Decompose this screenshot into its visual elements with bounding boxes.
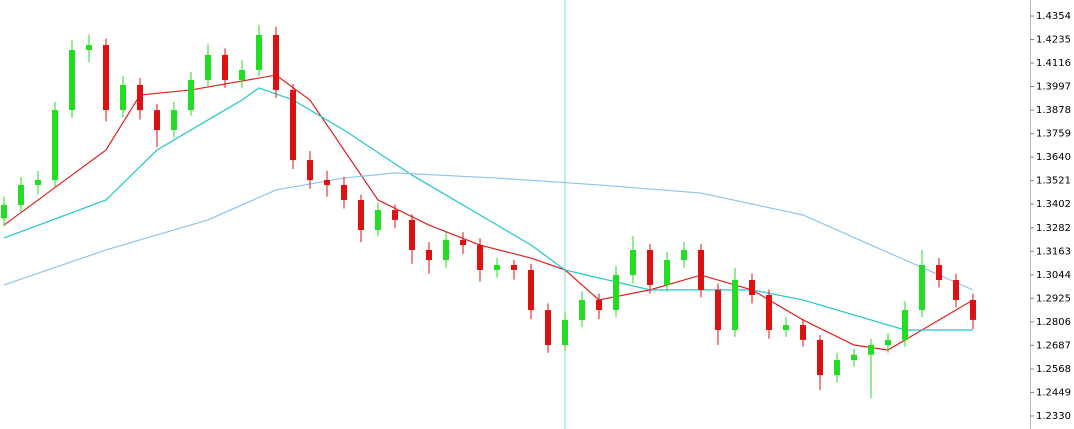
y-tick-label: 1.2330 [1036,411,1071,422]
y-tick-label: 1.4354 [1036,11,1071,22]
candle-body [239,69,245,81]
y-tick-label: 1.2568 [1036,364,1071,375]
candle-body [664,260,670,285]
candle-body [579,299,585,320]
y-tick-label: 1.2925 [1036,293,1071,304]
y-tick-label: 1.2449 [1036,387,1071,398]
candle-body [256,34,262,70]
candle-body [392,210,398,220]
candle-body [885,339,891,346]
y-tick-label: 1.4116 [1036,58,1071,69]
candle-body [409,219,415,250]
candle-body [477,245,483,270]
candle-body [647,249,653,285]
candle-body [494,264,500,270]
candle-body [970,299,976,320]
candle-body [103,45,109,111]
candle-body [953,280,959,300]
y-tick-label: 1.3640 [1036,152,1071,163]
candle-body [511,264,517,270]
candle-body [86,45,92,50]
candle-body [528,269,534,311]
candle-body [324,180,330,185]
candle-body [817,339,823,376]
candle-body [613,275,619,311]
candle-body [749,280,755,296]
candle-body [154,110,160,131]
candle-body [1,204,7,219]
candle-body [137,84,143,111]
candle-body [562,319,568,346]
candle-body [426,249,432,261]
candle-body [698,249,704,290]
y-tick-label: 1.2687 [1036,340,1071,351]
candle-body [358,199,364,231]
candle-body [851,354,857,361]
candle-body [341,184,347,200]
candle-body [443,239,449,261]
y-tick-label: 1.3163 [1036,246,1071,257]
candle-body [545,310,551,346]
y-tick-label: 1.4235 [1036,35,1071,46]
candle-body [188,80,194,111]
candle-body [52,110,58,181]
candle-body [171,110,177,131]
candle-body [69,49,75,111]
candle-body [681,249,687,261]
moving-average-line [3,74,974,351]
candle-body [18,184,24,205]
candle-body [936,264,942,281]
candle-body [120,84,126,111]
candle-body [222,54,228,81]
candle-body [902,310,908,340]
candle-body [834,360,840,376]
moving-average-line [3,87,973,331]
candle-body [35,180,41,185]
candle-body [783,325,789,330]
candle-body [290,89,296,161]
y-tick-label: 1.2806 [1036,317,1071,328]
candle-body [766,295,772,330]
moving-average-line [3,172,974,291]
candle-body [732,280,738,330]
y-tick-label: 1.3044 [1036,270,1071,281]
candle-body [919,264,925,311]
candle-body [868,345,874,355]
candle-body [800,325,806,340]
candle-body [205,54,211,81]
candle-body [460,239,466,246]
candle-body [630,249,636,276]
candle-body [307,160,313,181]
y-tick-label: 1.3759 [1036,129,1071,140]
y-tick-label: 1.3282 [1036,223,1071,234]
y-tick-label: 1.3521 [1036,176,1071,187]
y-tick-label: 1.3402 [1036,199,1071,210]
candle-body [596,299,602,311]
y-tick-label: 1.3878 [1036,105,1071,116]
candle-body [273,34,279,90]
candle-body [375,210,381,231]
candle-body [715,289,721,330]
y-tick-label: 1.3997 [1036,82,1071,93]
